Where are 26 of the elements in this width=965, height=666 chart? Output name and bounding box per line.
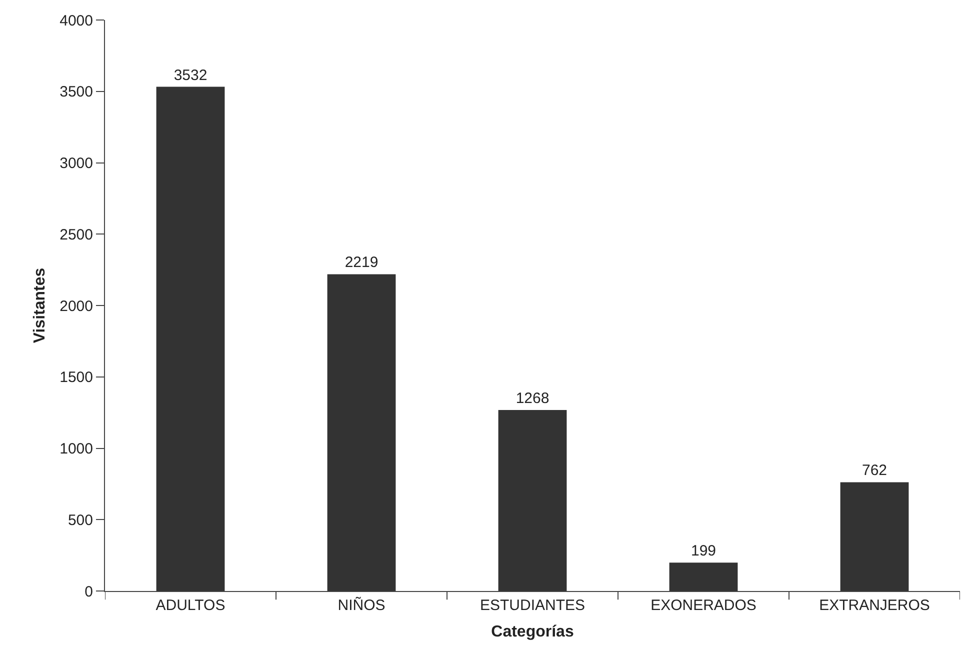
data-label: 3532 (174, 66, 208, 84)
y-tick-label: 3000 (60, 155, 93, 172)
y-tick-label: 2500 (60, 226, 93, 244)
data-label: 2219 (344, 254, 378, 272)
x-tick-label: EXTRANJEROS (819, 597, 930, 614)
y-tick-label: 3500 (60, 84, 93, 101)
y-tick-label: 0 (84, 583, 93, 600)
bar (498, 410, 567, 591)
y-tick-label: 4000 (60, 12, 93, 30)
bar (669, 562, 738, 591)
x-tick-label: ESTUDIANTES (480, 597, 586, 614)
x-tick-label: NIÑOS (338, 596, 386, 614)
y-tick-label: 1500 (60, 369, 93, 386)
x-axis-title: Categorías (491, 624, 574, 641)
bar (840, 482, 909, 591)
data-label: 1268 (516, 390, 550, 407)
bar (156, 86, 225, 591)
y-axis-title: Visitantes (32, 268, 49, 344)
y-tick-label: 2000 (60, 298, 93, 315)
x-tick-label: EXONERADOS (650, 597, 756, 614)
y-tick-label: 1000 (60, 440, 93, 458)
data-label: 762 (862, 462, 888, 480)
bar (327, 274, 396, 591)
data-label: 199 (690, 542, 716, 560)
x-tick-label: ADULTOS (156, 597, 226, 614)
y-tick-label: 500 (68, 512, 93, 529)
